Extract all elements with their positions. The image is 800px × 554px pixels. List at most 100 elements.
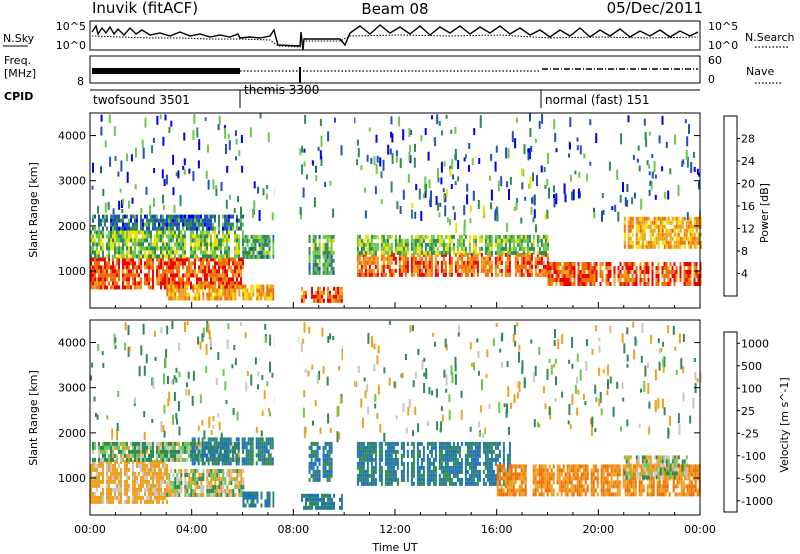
power-cell-1 <box>102 246 104 251</box>
velocity-cell-1 <box>180 453 182 458</box>
power-cell-0 <box>102 277 104 282</box>
power-cell-8 <box>448 246 451 251</box>
velocity-cell-0 <box>98 483 100 488</box>
power-cell-1 <box>212 230 214 235</box>
power-cell-9 <box>663 282 666 286</box>
velocity-cell-1 <box>176 441 178 446</box>
velocity-cell-2 <box>172 481 175 485</box>
power-cell-6 <box>330 246 333 251</box>
power-cell-1 <box>208 254 210 259</box>
velocity-cell-7 <box>450 481 453 486</box>
power-cell-9 <box>565 282 568 286</box>
power-cell-1 <box>190 230 192 235</box>
power-cell-0 <box>152 277 154 282</box>
power-cell-1 <box>148 250 150 255</box>
velocity-cell-2 <box>194 473 197 477</box>
power-cell-9 <box>697 278 700 282</box>
power-cell-2 <box>98 214 100 219</box>
power-cell-8 <box>366 238 369 243</box>
power-cell-7 <box>500 256 503 261</box>
power-cell-9 <box>589 262 592 266</box>
power-cell-7 <box>358 260 361 265</box>
power-cell-7 <box>530 252 533 257</box>
velocity-cell-7 <box>428 441 431 446</box>
power-scatter-0 <box>379 157 382 167</box>
velocity-cell-7 <box>448 481 451 486</box>
power-cell-1 <box>228 230 230 235</box>
velocity-cell-1 <box>142 445 144 450</box>
velocity-cell-0 <box>160 475 162 480</box>
power-cell-9 <box>651 274 654 278</box>
velocity-cell-3 <box>243 457 246 462</box>
power-cell-2 <box>178 222 180 227</box>
velocity-cell-7 <box>418 453 421 458</box>
power-cell-10 <box>627 220 630 225</box>
power-cell-9 <box>595 274 598 278</box>
power-cell-10 <box>635 236 638 241</box>
power-cell-8 <box>502 234 505 239</box>
power-cell-10 <box>661 240 664 245</box>
power-cell-0 <box>204 265 206 270</box>
power-cell-10 <box>637 224 640 229</box>
power-cell-5 <box>301 294 303 299</box>
power-cell-1 <box>92 238 94 243</box>
power-cell-8 <box>468 238 471 243</box>
velocity-cell-1 <box>190 445 192 450</box>
power-cell-1 <box>154 250 156 255</box>
power-cell-3 <box>220 284 223 289</box>
power-cell-8 <box>416 238 419 243</box>
power-cell-7 <box>450 256 453 261</box>
power-scatter-0 <box>686 136 689 147</box>
power-cell-10 <box>635 228 638 233</box>
power-cell-10 <box>677 236 680 241</box>
power-scatter-0 <box>608 161 611 171</box>
power-cell-1 <box>204 234 206 239</box>
power-cell-10 <box>675 216 678 221</box>
power-cell-4 <box>260 250 263 255</box>
power-cell-7 <box>376 268 379 273</box>
power-cell-9 <box>623 282 626 286</box>
power-cell-2 <box>240 214 242 219</box>
velocity-cell-1 <box>238 453 240 458</box>
velocity-cell-2 <box>208 469 211 473</box>
velocity-cell-1 <box>178 449 180 454</box>
velocity-cell-6 <box>308 453 311 458</box>
power-cell-6 <box>326 262 329 267</box>
power-cell-2 <box>142 222 144 227</box>
velocity-cell-4 <box>242 495 245 500</box>
velocity-cell-2 <box>212 493 215 497</box>
power-cell-0 <box>198 257 200 262</box>
power-cell-9 <box>693 270 696 274</box>
power-cell-1 <box>134 242 136 247</box>
power-cell-0 <box>128 269 130 274</box>
power-scatter-0 <box>100 166 102 174</box>
power-cell-1 <box>204 250 206 255</box>
velocity-cell-2 <box>218 469 221 473</box>
power-cell-1 <box>214 234 216 239</box>
power-cell-0 <box>128 285 130 290</box>
power-cell-2 <box>104 214 106 219</box>
velocity-cell-0 <box>126 471 128 476</box>
power-cell-10 <box>663 236 666 241</box>
velocity-cell-7 <box>356 449 359 454</box>
velocity-cell-5 <box>315 505 317 510</box>
velocity-cell-2 <box>214 493 217 497</box>
velocity-cell-0 <box>92 495 94 500</box>
velocity-cell-3 <box>205 441 208 446</box>
power-cell-0 <box>164 261 166 266</box>
power-cell-7 <box>388 272 391 277</box>
power-cell-6 <box>324 250 327 255</box>
power-cell-9 <box>561 270 564 274</box>
power-cell-9 <box>559 262 562 266</box>
velocity-cell-1 <box>138 449 140 454</box>
power-cell-1 <box>138 250 140 255</box>
velocity-cell-7 <box>370 461 373 466</box>
power-scatter-1 <box>418 188 421 200</box>
velocity-cell-5 <box>315 501 317 506</box>
velocity-cell-0 <box>98 479 100 484</box>
power-cell-7 <box>442 260 445 265</box>
power-cell-1 <box>156 230 158 235</box>
power-cell-9 <box>565 266 568 270</box>
velocity-cell-0 <box>94 499 96 504</box>
power-cell-8 <box>356 234 359 239</box>
